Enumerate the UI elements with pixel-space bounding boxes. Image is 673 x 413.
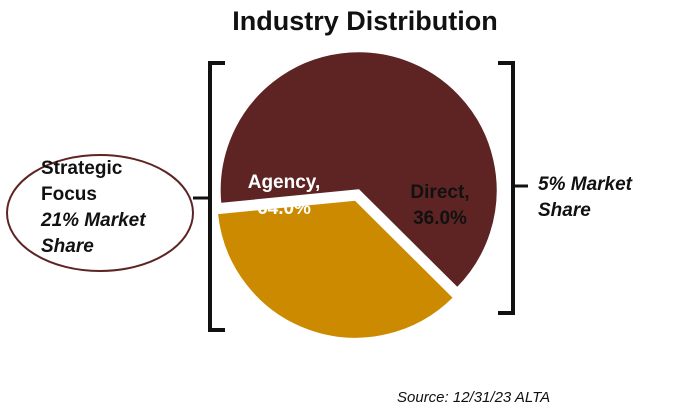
strategic-focus-ellipse <box>6 154 194 272</box>
direct-value-text: 36.0% <box>413 208 467 229</box>
pie-slices <box>215 50 499 340</box>
direct-label-text: Direct, <box>410 182 470 203</box>
pie-slice-direct <box>215 198 456 340</box>
strategic-line-4: Share <box>41 236 94 257</box>
agency-slice-label: Agency, 64.0% <box>229 170 339 222</box>
right-note-line-2: Share <box>538 200 591 221</box>
strategic-line-2: Focus <box>41 184 97 205</box>
agency-value-text: 64.0% <box>257 198 311 219</box>
pie-slice-agency <box>218 50 499 290</box>
chart-title: Industry Distribution <box>232 6 498 36</box>
direct-slice-label: Direct, 36.0% <box>392 180 488 232</box>
strategic-line-1: Strategic <box>41 158 123 179</box>
strategic-focus-callout: Strategic Focus 21% Market Share <box>41 156 146 260</box>
strategic-line-3: 21% Market <box>41 210 146 231</box>
direct-market-share-note: 5% Market Share <box>538 172 632 224</box>
source-note: Source: 12/31/23 ALTA <box>397 389 551 406</box>
right-bracket <box>498 61 515 315</box>
right-note-line-1: 5% Market <box>538 174 632 195</box>
agency-label-text: Agency, <box>247 172 321 193</box>
